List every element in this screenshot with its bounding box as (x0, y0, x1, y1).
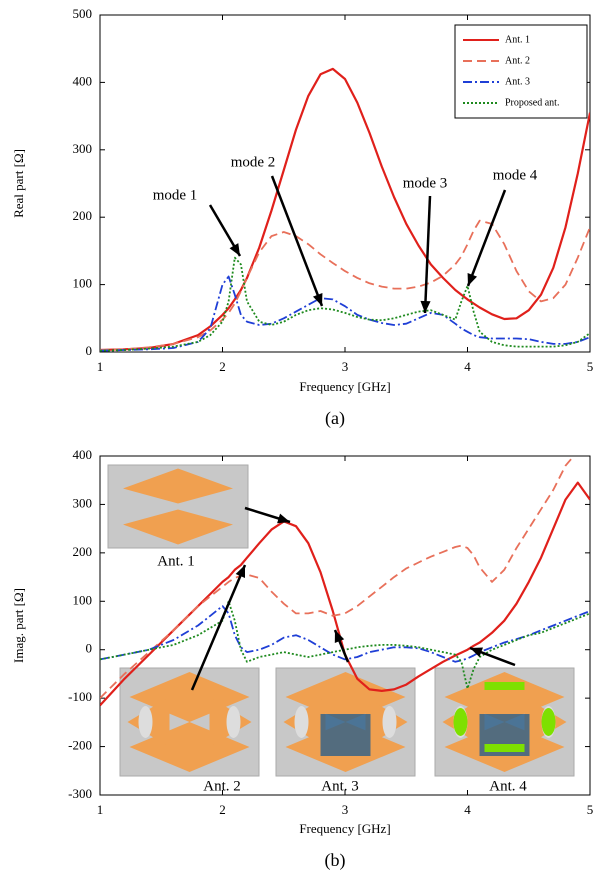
legend-label: Ant. 2 (505, 55, 530, 66)
annotation: Ant. 3 (321, 778, 359, 794)
annotation: mode 1 (153, 187, 198, 203)
inset-shape (454, 708, 468, 736)
inset-shape (485, 682, 525, 690)
x-tick-label: 4 (464, 802, 471, 817)
inset-shape (383, 706, 397, 738)
page: {"chart_data": [ {"type": "line", "panel… (0, 0, 593, 877)
legend-label: Proposed ant. (505, 97, 559, 108)
annotation: Ant. 4 (489, 778, 527, 794)
y-tick-label: 100 (73, 276, 93, 291)
inset-shape (485, 744, 525, 752)
x-tick-label: 3 (342, 359, 349, 374)
arrow-shaft (272, 176, 322, 306)
x-tick-label: 1 (97, 802, 104, 817)
figure: 0 100 200 300 400 500 1 2 3 4 5 Frequency [GHz] Real… (0, 0, 593, 877)
inset-shape (227, 706, 241, 738)
arrow-head (468, 273, 477, 286)
y-tick-label: 200 (73, 544, 93, 559)
y-tick-label: 400 (73, 447, 93, 462)
y-axis-label: Real part [Ω] (11, 149, 26, 218)
annotation: Ant. 1 (157, 553, 195, 569)
panel-label: (b) (325, 850, 346, 871)
inset-shape (295, 706, 309, 738)
y-axis-label: Imag. part [Ω] (11, 588, 26, 663)
inset-shape (139, 706, 153, 738)
arrow-head (277, 514, 290, 524)
legend-label: Ant. 3 (505, 76, 530, 87)
y-tick-label: 0 (86, 641, 93, 656)
arrow-head (420, 301, 430, 313)
arrow-shaft (468, 190, 505, 286)
x-tick-label: 2 (219, 802, 226, 817)
y-tick-label: 500 (73, 6, 93, 21)
x-tick-label: 4 (464, 359, 471, 374)
y-tick-label: 300 (73, 141, 93, 156)
y-tick-label: 100 (73, 592, 93, 607)
y-tick-label: 0 (86, 343, 93, 358)
x-tick-label: 5 (587, 359, 593, 374)
annotation: Ant. 2 (203, 778, 241, 794)
annotation: mode 4 (493, 167, 538, 183)
y-tick-label: 400 (73, 73, 93, 88)
inset-shape (542, 708, 556, 736)
arrow-head (313, 293, 322, 306)
x-axis-label: Frequency [GHz] (299, 821, 390, 836)
annotation: mode 2 (231, 154, 276, 170)
x-tick-label: 1 (97, 359, 104, 374)
y-tick-label: -300 (68, 786, 92, 801)
legend-label: Ant. 1 (505, 34, 530, 45)
series-line (100, 221, 590, 350)
annotation: mode 3 (403, 175, 448, 191)
y-tick-label: -200 (68, 738, 92, 753)
inset-shape (321, 714, 371, 756)
y-tick-label: 200 (73, 208, 93, 223)
x-axis-label: Frequency [GHz] (299, 379, 390, 394)
panel-label: (a) (325, 408, 345, 429)
arrow-shaft (425, 196, 430, 313)
x-tick-label: 3 (342, 802, 349, 817)
y-tick-label: 300 (73, 495, 93, 510)
x-tick-label: 2 (219, 359, 226, 374)
x-tick-label: 5 (587, 802, 593, 817)
y-tick-label: -100 (68, 689, 92, 704)
